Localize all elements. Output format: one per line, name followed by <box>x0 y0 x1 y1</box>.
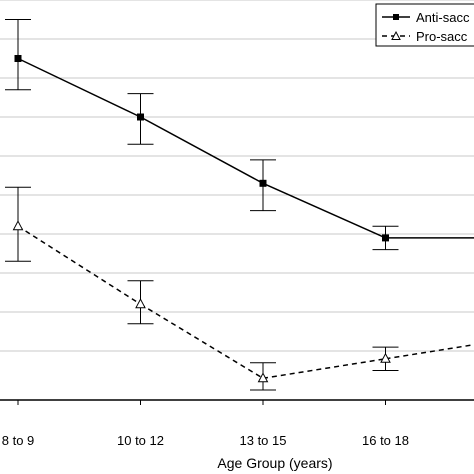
grid-lines <box>0 0 474 401</box>
legend-label-pro-sacc: Pro-sacc <box>416 29 468 44</box>
data-point-1-0 <box>12 220 24 231</box>
data-point-1-2 <box>257 372 269 383</box>
legend-label-anti-sacc: Anti-sacc <box>416 10 470 25</box>
data-point-1-1 <box>135 298 146 309</box>
x-tick-label-0: 8 to 9 <box>2 433 35 448</box>
series-1 <box>5 186 474 391</box>
data-point-1-3 <box>380 352 391 363</box>
data-point-0-2 <box>259 179 267 187</box>
series-line-0-0 <box>17 57 141 118</box>
series-layer <box>5 19 474 391</box>
legend-marker-anti-sacc <box>393 14 399 20</box>
data-point-0-0 <box>14 55 22 62</box>
legend: Anti-sacc Pro-sacc <box>375 3 474 47</box>
series-0 <box>5 19 474 251</box>
series-line-0-1 <box>140 116 264 184</box>
x-axis-title: Age Group (years) <box>217 455 332 471</box>
legend-marker-pro-sacc <box>391 30 401 40</box>
x-axis: 8 to 9 10 to 12 13 to 15 16 to 18 <box>2 400 409 448</box>
series-line-0-2 <box>262 182 386 239</box>
series-line-1-3 <box>385 343 474 360</box>
data-point-0-1 <box>137 113 144 121</box>
series-line-1-1 <box>140 303 264 379</box>
data-point-0-3 <box>382 234 389 242</box>
x-tick-label-3: 16 to 18 <box>362 433 409 448</box>
series-line-1-0 <box>17 225 141 305</box>
x-tick-label-1: 10 to 12 <box>117 433 164 448</box>
series-line-1-2 <box>262 358 386 380</box>
x-tick-label-2: 13 to 15 <box>240 433 287 448</box>
